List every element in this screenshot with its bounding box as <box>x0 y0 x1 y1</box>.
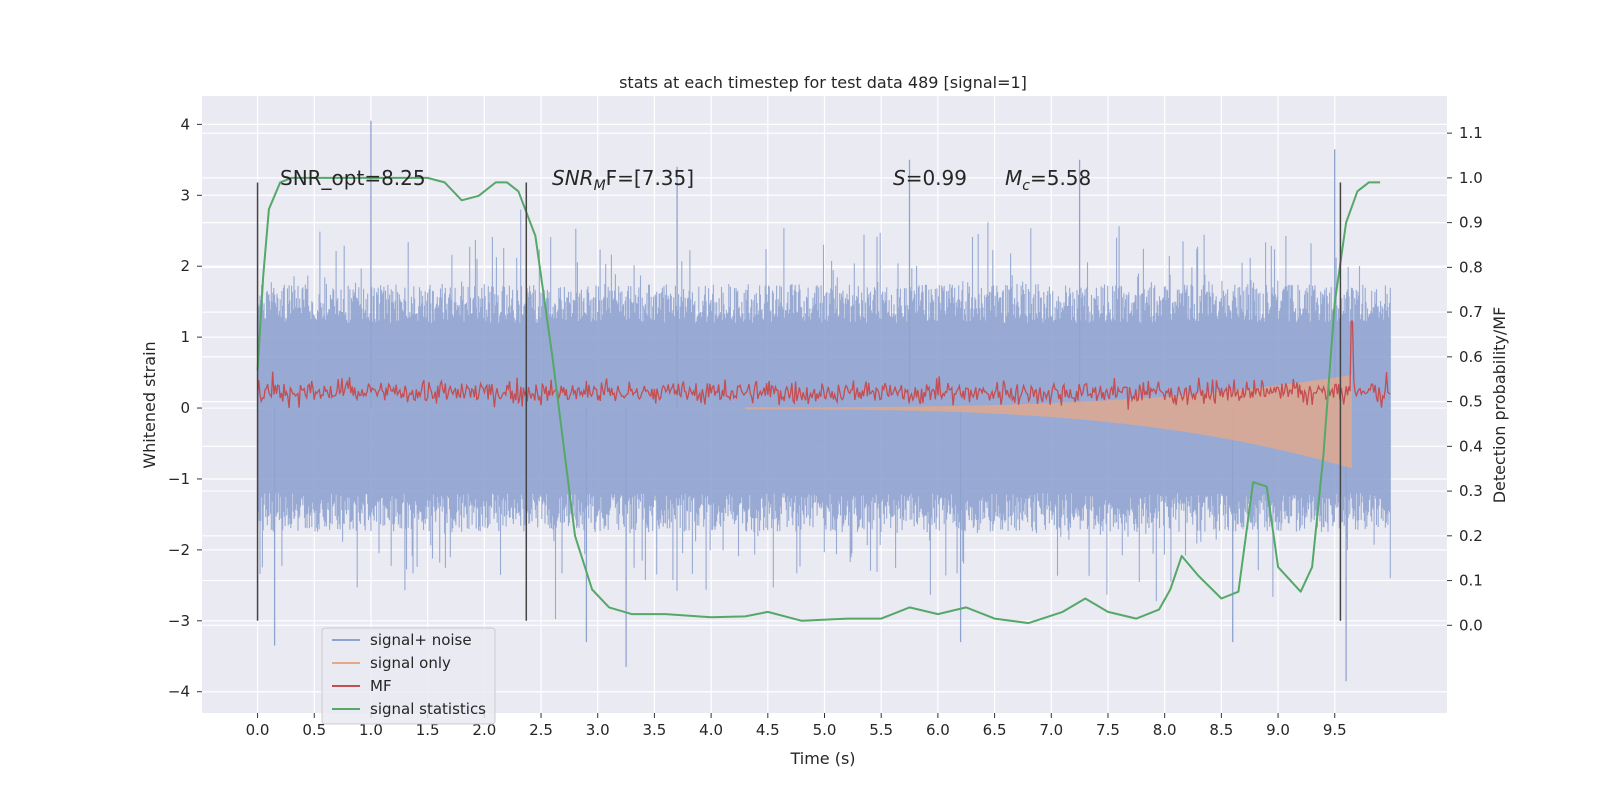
snr-mf-annotation: SNRMF=[7.35] <box>552 166 694 194</box>
signal-noise-spikes <box>273 120 1347 682</box>
x-tick-label: 3.5 <box>642 721 666 739</box>
y-right-tick-label: 0.2 <box>1459 527 1483 545</box>
y-left-tick-label: −4 <box>168 683 190 701</box>
y-right-tick-label: 0.1 <box>1459 572 1483 590</box>
y-left-tick-label: 0 <box>180 399 190 417</box>
legend: signal+ noise signal only MF signal stat… <box>321 627 496 725</box>
y-right-tick-label: 0.3 <box>1459 482 1483 500</box>
x-tick-label: 6.0 <box>926 721 950 739</box>
y-left-tick-label: 4 <box>180 115 190 133</box>
y-right-axis-ticks: 1.1 1.0 0.9 0.8 0.7 0.6 0.5 0.4 0.3 0.2 0.1 0.0 <box>1447 124 1483 634</box>
y-right-tick-label: 0.8 <box>1459 258 1483 276</box>
x-tick-label: 9.0 <box>1266 721 1290 739</box>
y-left-tick-label: 3 <box>180 186 190 204</box>
legend-label-signal-statistics: signal statistics <box>370 700 486 718</box>
x-tick-label: 8.0 <box>1153 721 1177 739</box>
snr-opt-annotation: SNR_opt=8.25 <box>280 166 426 190</box>
x-tick-label: 6.5 <box>983 721 1007 739</box>
y-right-tick-label: 0.5 <box>1459 393 1483 411</box>
x-tick-label: 5.0 <box>813 721 837 739</box>
x-tick-label: 0.5 <box>302 721 326 739</box>
y-right-tick-label: 1.1 <box>1459 124 1483 142</box>
x-tick-label: 1.0 <box>359 721 383 739</box>
y-right-tick-label: 1.0 <box>1459 169 1483 187</box>
x-tick-label: 8.5 <box>1209 721 1233 739</box>
x-tick-label: 2.5 <box>529 721 553 739</box>
x-tick-label: 0.0 <box>246 721 270 739</box>
y-right-tick-label: 0.9 <box>1459 214 1483 232</box>
x-tick-label: 4.0 <box>699 721 723 739</box>
x-tick-label: 5.5 <box>869 721 893 739</box>
x-axis-label: Time (s) <box>789 749 855 768</box>
mc-annotation: Mc=5.58 <box>1005 166 1091 194</box>
y-left-axis-ticks: 4 3 2 1 0 −1 −2 −3 −4 <box>168 115 202 701</box>
signal-only-series <box>745 374 1352 469</box>
legend-label-mf: MF <box>370 677 392 695</box>
x-tick-label: 4.5 <box>756 721 780 739</box>
legend-label-noise: signal+ noise <box>370 631 472 649</box>
x-tick-label: 3.0 <box>586 721 610 739</box>
legend-label-signal-only: signal only <box>370 654 451 672</box>
y-left-tick-label: −1 <box>168 470 190 488</box>
y-right-tick-label: 0.6 <box>1459 348 1483 366</box>
y-left-tick-label: 1 <box>180 328 190 346</box>
mf-series <box>256 320 1391 410</box>
x-tick-label: 9.5 <box>1323 721 1347 739</box>
legend-box <box>321 627 496 725</box>
y-right-tick-label: 0.0 <box>1459 616 1483 634</box>
y-right-axis-label: Detection probability/MF <box>1490 307 1509 504</box>
x-axis-ticks: 0.0 0.5 1.0 1.5 2.0 2.5 3.0 3.5 4.0 4.5 5.0 5.5 6.0 6… <box>246 713 1347 739</box>
mf-trace <box>256 320 1391 410</box>
s-annotation: S=0.99 <box>893 166 967 190</box>
y-right-tick-label: 0.4 <box>1459 437 1483 455</box>
y-left-tick-label: −3 <box>168 612 190 630</box>
y-right-tick-label: 0.7 <box>1459 303 1483 321</box>
y-left-tick-label: −2 <box>168 541 190 559</box>
y-left-tick-label: 2 <box>180 257 190 275</box>
signal-only-trace <box>745 374 1352 469</box>
chart-title: stats at each timestep for test data 489… <box>619 73 1027 92</box>
vertical-markers <box>256 182 1342 621</box>
y-left-axis-label: Whitened strain <box>140 341 159 468</box>
x-tick-label: 7.5 <box>1096 721 1120 739</box>
x-tick-label: 2.0 <box>472 721 496 739</box>
x-tick-label: 7.0 <box>1039 721 1063 739</box>
x-tick-label: 1.5 <box>416 721 440 739</box>
signal-statistics-series <box>256 176 1381 625</box>
